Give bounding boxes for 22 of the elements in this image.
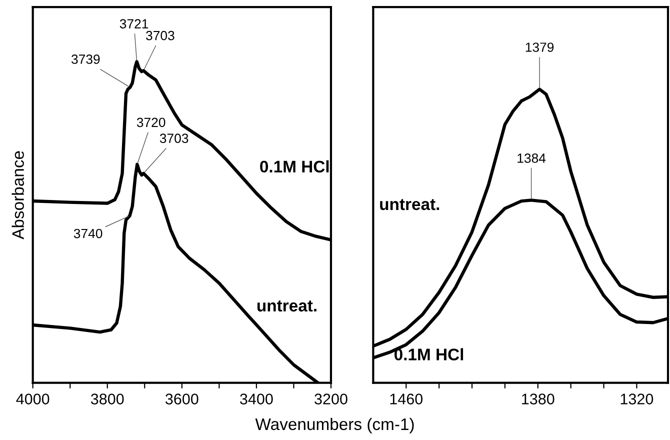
x-tick-label: 1460 <box>390 394 423 404</box>
x-axis-title: Wavenumbers (cm-1) <box>255 418 414 434</box>
annotation: 1379 <box>526 42 554 52</box>
series-label: 0.1M HCl <box>394 348 464 360</box>
annotation: 3720 <box>136 118 166 128</box>
annotation: 3721 <box>120 19 148 28</box>
x-tick-label: 1320 <box>620 394 654 404</box>
annotation: 3740 <box>74 228 102 238</box>
annotation: 1384 <box>518 154 546 163</box>
series-label: 0.1M HCl <box>260 160 329 173</box>
x-tick-label: 1380 <box>522 394 554 404</box>
x-tick-label: 3400 <box>240 394 273 404</box>
x-tick-label: 3200 <box>314 394 348 404</box>
y-axis-title: Absorbance <box>12 151 24 240</box>
series-label: untreat. <box>257 300 316 312</box>
text: untreat. <box>380 199 440 210</box>
x-tick-label: 3600 <box>165 394 198 404</box>
annotation: 3703 <box>146 30 174 40</box>
annotation: 3739 <box>71 54 100 64</box>
annotation: 3703 <box>160 134 188 144</box>
x-tick-label: 4000 <box>16 394 50 404</box>
x-tick-label: 3800 <box>90 394 124 404</box>
